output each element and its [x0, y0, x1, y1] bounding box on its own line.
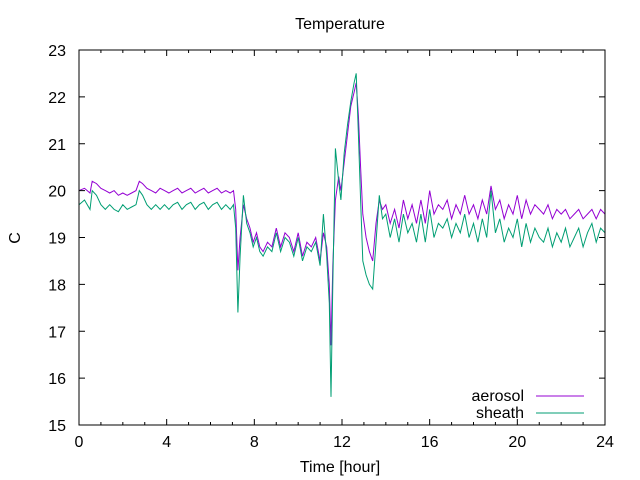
- chart-title: Temperature: [295, 16, 385, 33]
- series-group: [78, 73, 606, 397]
- x-tick-label: 24: [596, 434, 614, 451]
- series-line-sheath: [78, 73, 606, 397]
- y-tick-label: 23: [48, 43, 66, 60]
- axis-ticks: 0 4 8 12 16 20 24 15 16 17 18 19 20 21 22 23: [48, 43, 614, 451]
- x-tick-label: 0: [75, 434, 84, 451]
- legend-label-sheath: sheath: [476, 405, 524, 422]
- x-tick-label: 8: [250, 434, 259, 451]
- series-line-aerosol: [78, 82, 606, 346]
- y-tick-label: 17: [48, 324, 66, 341]
- x-axis-label: Time [hour]: [300, 459, 380, 476]
- y-tick-label: 22: [48, 90, 66, 107]
- y-tick-label: 19: [48, 231, 66, 248]
- y-tick-label: 20: [48, 184, 66, 201]
- plot-frame: [78, 49, 606, 426]
- x-tick-label: 4: [162, 434, 171, 451]
- y-tick-label: 15: [48, 418, 66, 435]
- x-tick-label: 20: [508, 434, 526, 451]
- legend-label-aerosol: aerosol: [472, 388, 524, 405]
- y-tick-label: 18: [48, 277, 66, 294]
- y-tick-label: 21: [48, 137, 66, 154]
- x-tick-label: 12: [333, 434, 351, 451]
- x-tick-label: 16: [421, 434, 439, 451]
- y-tick-label: 16: [48, 371, 66, 388]
- y-axis-label: C: [7, 232, 24, 244]
